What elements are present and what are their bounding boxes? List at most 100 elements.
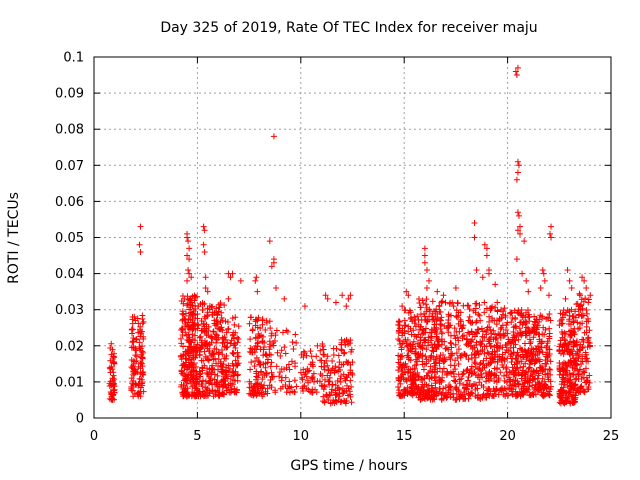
data-point xyxy=(266,346,273,353)
data-point xyxy=(570,372,577,379)
data-point xyxy=(486,361,493,368)
data-point xyxy=(180,343,187,350)
data-point xyxy=(509,381,516,388)
data-point xyxy=(492,281,499,288)
data-point xyxy=(579,320,586,327)
data-point xyxy=(416,299,423,306)
data-point xyxy=(463,386,470,393)
data-point xyxy=(407,309,414,316)
data-point xyxy=(191,293,198,300)
data-point xyxy=(191,332,198,339)
data-point xyxy=(548,223,555,230)
data-point xyxy=(433,392,440,399)
data-point xyxy=(270,259,277,266)
data-point xyxy=(423,318,430,325)
data-point xyxy=(570,397,577,404)
data-point xyxy=(270,133,277,140)
data-point xyxy=(221,378,228,385)
data-point xyxy=(314,342,321,349)
data-point xyxy=(308,375,315,382)
data-point xyxy=(471,220,478,227)
data-point xyxy=(508,385,515,392)
data-point xyxy=(199,306,206,313)
data-point xyxy=(520,385,527,392)
data-point xyxy=(523,356,530,363)
data-point xyxy=(483,252,490,259)
data-point xyxy=(431,369,438,376)
data-point xyxy=(282,374,289,381)
data-point xyxy=(476,379,483,386)
data-point xyxy=(430,348,437,355)
data-point xyxy=(416,343,423,350)
data-point xyxy=(247,314,254,321)
data-point xyxy=(321,398,328,405)
data-point xyxy=(466,313,473,320)
data-point xyxy=(423,304,430,311)
data-point xyxy=(399,303,406,310)
data-point xyxy=(474,394,481,401)
data-point xyxy=(414,369,421,376)
data-point xyxy=(576,290,583,297)
data-point xyxy=(525,365,532,372)
data-point xyxy=(266,341,273,348)
data-point xyxy=(181,372,188,379)
x-tick-label: 10 xyxy=(293,429,310,444)
data-point xyxy=(246,390,253,397)
data-point xyxy=(206,302,213,309)
data-point xyxy=(485,270,492,277)
data-point xyxy=(515,212,522,219)
data-point xyxy=(487,372,494,379)
data-point xyxy=(414,354,421,361)
data-point xyxy=(581,389,588,396)
data-point xyxy=(337,399,344,406)
data-point xyxy=(136,241,143,248)
data-point xyxy=(246,320,253,327)
data-point xyxy=(503,341,510,348)
data-point xyxy=(253,274,260,281)
data-point xyxy=(429,316,436,323)
data-point xyxy=(465,356,472,363)
data-point xyxy=(419,331,426,338)
data-point xyxy=(562,337,569,344)
data-point xyxy=(487,343,494,350)
data-point xyxy=(264,390,271,397)
data-point xyxy=(547,371,554,378)
data-point xyxy=(526,314,533,321)
data-point xyxy=(464,302,471,309)
data-point xyxy=(180,352,187,359)
data-point xyxy=(455,371,462,378)
data-point xyxy=(431,388,438,395)
data-point xyxy=(281,366,288,373)
data-point xyxy=(559,361,566,368)
data-point xyxy=(422,353,429,360)
data-point xyxy=(299,376,306,383)
data-point xyxy=(507,376,514,383)
data-point xyxy=(128,375,135,382)
data-point xyxy=(419,327,426,334)
data-point xyxy=(556,343,563,350)
data-point xyxy=(539,313,546,320)
data-point xyxy=(501,377,508,384)
data-point xyxy=(423,373,430,380)
chart-title: Day 325 of 2019, Rate Of TEC Index for r… xyxy=(160,20,537,36)
data-point xyxy=(519,270,526,277)
data-point xyxy=(222,371,229,378)
data-point xyxy=(182,323,189,330)
data-point xyxy=(512,324,519,331)
data-point xyxy=(440,292,447,299)
data-point xyxy=(405,292,412,299)
data-point xyxy=(576,311,583,318)
data-point xyxy=(496,315,503,322)
data-point xyxy=(494,354,501,361)
data-point xyxy=(527,338,534,345)
data-point xyxy=(453,384,460,391)
data-point xyxy=(562,399,569,406)
data-point xyxy=(235,323,242,330)
data-point xyxy=(429,347,436,354)
data-point xyxy=(474,330,481,337)
data-point xyxy=(531,360,538,367)
data-point xyxy=(447,322,454,329)
data-point xyxy=(515,381,522,388)
data-point xyxy=(219,383,226,390)
data-point xyxy=(189,364,196,371)
